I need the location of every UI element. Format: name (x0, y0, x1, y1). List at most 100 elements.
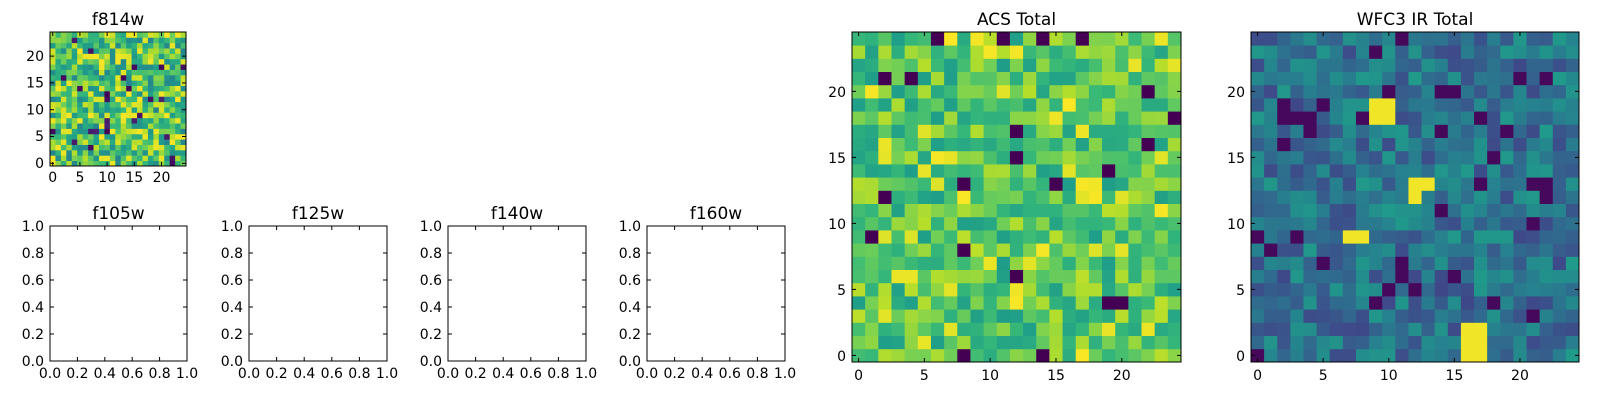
heatmap-cell (1036, 98, 1050, 112)
heatmap-cell (944, 177, 958, 191)
heatmap-cell (1062, 282, 1077, 297)
heatmap-cell (1167, 190, 1182, 204)
heatmap-cell (904, 282, 919, 297)
heatmap-cell (1009, 282, 1024, 297)
heatmap-cell (131, 69, 138, 76)
heatmap-cell (55, 48, 62, 54)
heatmap-cell (1277, 243, 1291, 257)
heatmap-cell (1500, 58, 1514, 72)
heatmap-cell (115, 42, 122, 49)
heatmap-cell (865, 335, 879, 350)
heatmap-cell (1565, 309, 1580, 323)
heatmap-cell (1062, 243, 1077, 257)
heatmap-cell (1474, 177, 1488, 191)
heatmap-cell (104, 123, 111, 129)
heatmap-cell (1355, 177, 1370, 191)
heatmap-cell (1251, 203, 1265, 218)
heatmap-cell (1036, 45, 1050, 59)
heatmap-cell (1487, 243, 1501, 257)
heatmap-cell (88, 128, 94, 135)
heatmap-cell (930, 45, 945, 59)
heatmap-cell (1102, 177, 1116, 191)
heatmap-cell (1369, 282, 1383, 297)
heatmap-cell (93, 155, 100, 162)
heatmap-cell (147, 139, 154, 145)
heatmap-cell (1447, 58, 1462, 72)
heatmap-cell (1102, 203, 1116, 218)
heatmap-cell (169, 155, 176, 162)
x-tick-label: 0.2 (66, 366, 88, 382)
heatmap-cell (865, 150, 879, 165)
heatmap-cell (50, 123, 56, 129)
heatmap-cell (137, 155, 143, 162)
heatmap-cell (1474, 269, 1488, 284)
heatmap-cell (1277, 230, 1291, 244)
heatmap-cell (878, 177, 892, 191)
heatmap-cell (1526, 243, 1541, 257)
heatmap-cell (1303, 203, 1317, 218)
heatmap-cell (891, 98, 906, 112)
heatmap-cell (180, 117, 187, 124)
heatmap-cell (1277, 84, 1291, 99)
heatmap-cell (1264, 216, 1278, 231)
heatmap-cell (1277, 335, 1291, 350)
heatmap-cell (996, 243, 1011, 257)
heatmap-cell (1167, 111, 1182, 125)
heatmap-cell (1303, 256, 1317, 270)
heatmap-cell (1552, 230, 1567, 244)
heatmap-cell (1565, 124, 1580, 138)
heatmap-cell (1251, 137, 1265, 152)
heatmap-cell (98, 144, 105, 151)
heatmap-cell (1565, 137, 1580, 152)
heatmap-cell (126, 112, 132, 119)
heatmap-cell (1128, 282, 1142, 297)
heatmap-cell (137, 160, 143, 167)
heatmap-cell (983, 203, 998, 218)
heatmap-cell (50, 139, 56, 145)
heatmap-cell (1167, 137, 1182, 152)
heatmap-cell (917, 45, 932, 59)
heatmap-cell (50, 42, 56, 49)
heatmap-cell (1434, 84, 1449, 99)
heatmap-cell (891, 335, 906, 350)
heatmap-cell (970, 243, 984, 257)
heatmap-cell (1526, 164, 1541, 178)
heatmap-cell (88, 155, 94, 162)
heatmap-cell (77, 144, 84, 151)
heatmap-cell (917, 322, 932, 336)
heatmap-cell (970, 269, 984, 284)
heatmap-cell (180, 85, 187, 92)
heatmap-cell (115, 112, 122, 119)
heatmap-cell (865, 296, 879, 310)
heatmap-cell (1539, 190, 1554, 204)
heatmap-cell (1290, 203, 1304, 218)
heatmap-cell (1434, 177, 1449, 191)
heatmap-cell (996, 137, 1011, 152)
heatmap-cell (1329, 296, 1344, 310)
heatmap-cell (88, 101, 94, 108)
y-tick-label: 5 (837, 283, 846, 299)
heatmap-cell (126, 139, 132, 145)
heatmap-cell (1251, 230, 1265, 244)
heatmap-cell (1290, 177, 1304, 191)
heatmap-cell (1009, 137, 1024, 152)
heatmap-cell (1565, 190, 1580, 204)
heatmap-cell (164, 37, 171, 44)
heatmap-cell (109, 32, 116, 38)
heatmap-cell (175, 74, 181, 81)
heatmap-cell (957, 164, 971, 178)
heatmap-cell (1009, 32, 1024, 46)
heatmap-cell (82, 80, 89, 86)
y-tick-label: 0.8 (619, 246, 641, 262)
heatmap-cell (1303, 322, 1317, 336)
heatmap-cell (142, 149, 149, 156)
heatmap-cell (142, 85, 149, 92)
heatmap-cell (60, 37, 67, 44)
heatmap-cell (1369, 309, 1383, 323)
heatmap-cell (1062, 216, 1077, 231)
heatmap-cell (93, 112, 100, 119)
heatmap-cell (1447, 256, 1462, 270)
heatmap-cell (93, 133, 100, 140)
